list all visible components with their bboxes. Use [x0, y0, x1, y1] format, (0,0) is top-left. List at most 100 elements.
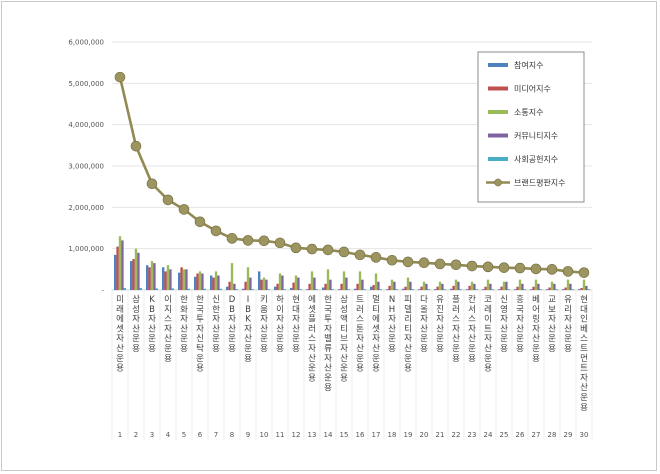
x-number-label: 20: [420, 431, 429, 439]
bar: [132, 259, 135, 290]
x-axis-number-labels: 1 2 3 4 5 6 7 8 9 10 11 12 13 14 15 16 17 18 19 20 21 22 23 24 2…: [118, 431, 589, 439]
bar: [459, 289, 462, 290]
bar: [116, 246, 119, 290]
bar: [534, 279, 538, 290]
x-number-label: 9: [246, 431, 250, 439]
line-marker: [274, 237, 286, 249]
bar: [427, 289, 430, 290]
line-marker: [498, 262, 510, 273]
x-number-label: 1: [118, 431, 122, 439]
y-tick-label: 2,000,000: [68, 204, 104, 212]
bar: [546, 289, 549, 290]
bar: [114, 254, 117, 290]
bar: [587, 289, 590, 290]
bar: [233, 283, 236, 290]
bar: [242, 288, 245, 290]
legend-label: 사회공헌지수: [514, 155, 558, 164]
bar: [356, 283, 359, 290]
bar: [198, 271, 202, 290]
bar: [425, 283, 428, 290]
x-number-label: 8: [230, 431, 234, 439]
line-marker: [258, 235, 270, 247]
bar: [226, 286, 229, 290]
bar-series: [114, 236, 590, 290]
line-marker: [290, 242, 302, 254]
bar: [379, 289, 382, 290]
bar: [418, 289, 421, 290]
legend-swatch: [488, 86, 508, 91]
bar: [404, 286, 407, 290]
bar: [395, 289, 398, 290]
x-number-label: 17: [372, 431, 381, 439]
line-marker: [434, 258, 446, 270]
x-number-label: 19: [404, 431, 413, 439]
bar: [217, 275, 220, 290]
bar: [564, 287, 567, 290]
bar: [530, 289, 533, 290]
x-number-label: 21: [436, 431, 445, 439]
bar: [274, 286, 277, 290]
bar: [178, 272, 181, 290]
bar: [468, 285, 471, 290]
bar: [297, 277, 300, 290]
line-marker: [370, 252, 382, 263]
y-axis-tick-labels: - 1,000,000 2,000,000 3,000,000 4,000,000 5,0…: [68, 39, 104, 295]
bar: [134, 248, 138, 290]
x-number-label: 23: [468, 431, 477, 439]
bar: [310, 271, 314, 290]
bar: [228, 281, 231, 290]
bar: [306, 289, 309, 290]
x-number-label: 6: [198, 431, 203, 439]
line-series: [114, 71, 590, 278]
bar: [553, 283, 556, 290]
bar: [411, 289, 414, 290]
bar: [196, 273, 199, 290]
bar: [502, 281, 506, 290]
bar: [262, 277, 266, 290]
legend-marker: [494, 178, 502, 187]
legend-box: [477, 51, 585, 203]
bar: [182, 269, 186, 290]
x-number-label: 10: [260, 431, 269, 439]
bar: [322, 287, 325, 290]
x-number-label: 28: [548, 431, 557, 439]
legend-swatch: [488, 63, 508, 67]
bar: [452, 285, 455, 290]
line-marker: [418, 257, 430, 269]
legend-swatch: [488, 133, 508, 138]
line-marker: [130, 140, 142, 152]
legend-label: 미디어지수: [514, 84, 551, 94]
bar: [482, 289, 485, 290]
x-number-label: 3: [150, 431, 154, 439]
line-marker: [546, 264, 558, 275]
y-tick-label: 5,000,000: [68, 80, 104, 88]
bar: [123, 287, 126, 290]
bar: [470, 281, 474, 290]
bar: [118, 236, 122, 290]
bar: [571, 289, 574, 290]
bar: [150, 261, 154, 290]
bar: [505, 281, 508, 290]
bar: [180, 267, 183, 290]
line-marker: [514, 262, 526, 274]
bar: [491, 289, 494, 290]
line-marker: [338, 246, 350, 258]
x-number-label: 22: [452, 431, 461, 439]
legend-label: 브랜드평판지수: [514, 178, 566, 188]
bar: [139, 287, 142, 290]
x-number-label: 11: [276, 431, 285, 439]
bar: [466, 289, 469, 290]
line-marker: [210, 225, 222, 237]
y-tick-label: 6,000,000: [68, 39, 104, 47]
